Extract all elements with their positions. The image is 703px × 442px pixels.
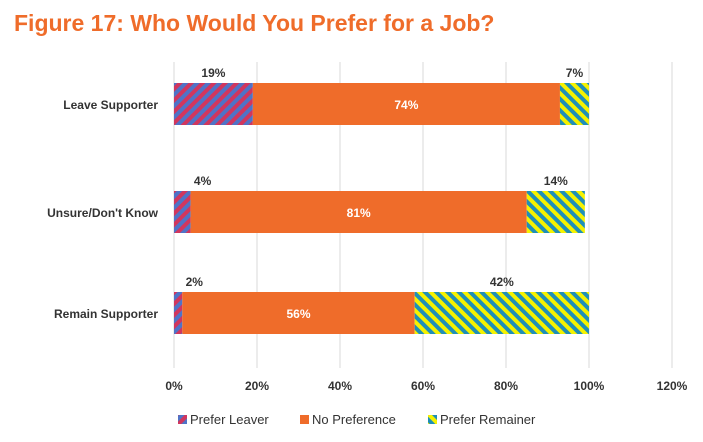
x-axis-tick-labels: 0% 20% 40% 60% 80% 100% 120%: [165, 379, 687, 393]
data-label-prefer-leaver: 19%: [201, 66, 225, 80]
data-label-prefer-leaver: 2%: [186, 275, 204, 289]
category-label: Unsure/Don't Know: [47, 206, 159, 220]
data-label-prefer-remainer: 7%: [566, 66, 584, 80]
legend-label: Prefer Remainer: [440, 412, 536, 427]
bar-no-preference-unsure-don-t-know: [190, 191, 527, 233]
legend-swatch: [300, 415, 309, 424]
category-label: Leave Supporter: [63, 98, 158, 112]
legend-swatch: [178, 415, 187, 424]
bar-prefer-leaver-remain-supporter: [174, 292, 183, 334]
data-label-prefer-remainer: 42%: [490, 275, 514, 289]
category-label: Remain Supporter: [54, 307, 158, 321]
legend-item-prefer-remainer: Prefer Remainer: [428, 412, 536, 427]
data-label-no-preference: 56%: [286, 307, 310, 321]
bar-prefer-remainer-leave-supporter: [559, 83, 589, 125]
legend-item-no-preference: No Preference: [300, 412, 396, 427]
bar-prefer-leaver-leave-supporter: [174, 83, 253, 125]
bar-no-preference-leave-supporter: [252, 83, 560, 125]
data-label-no-preference: 81%: [347, 206, 371, 220]
data-labels: 19% 74% 7% 4% 81% 14% 2% 56% 42%: [186, 66, 584, 321]
x-tick-label: 120%: [657, 379, 688, 393]
x-tick-label: 40%: [328, 379, 352, 393]
legend-item-prefer-leaver: Prefer Leaver: [178, 412, 269, 427]
bars: [174, 83, 589, 334]
category-labels: Leave Supporter Unsure/Don't Know Remain S…: [47, 98, 159, 321]
bar-prefer-remainer-remain-supporter: [414, 292, 589, 334]
bar-no-preference-remain-supporter: [182, 292, 415, 334]
legend: Prefer Leaver No Preference Prefer Remaine…: [178, 412, 536, 427]
legend-label: No Preference: [312, 412, 396, 427]
bar-prefer-remainer-unsure-don-t-know: [526, 191, 585, 233]
x-tick-label: 60%: [411, 379, 435, 393]
x-tick-label: 100%: [574, 379, 605, 393]
legend-swatch: [428, 415, 437, 424]
data-label-prefer-leaver: 4%: [194, 174, 212, 188]
x-tick-label: 80%: [494, 379, 518, 393]
data-label-no-preference: 74%: [394, 98, 418, 112]
legend-label: Prefer Leaver: [190, 412, 269, 427]
figure-title: Figure 17: Who Would You Prefer for a Jo…: [14, 10, 495, 36]
data-label-prefer-remainer: 14%: [544, 174, 568, 188]
x-tick-label: 0%: [165, 379, 183, 393]
bar-prefer-leaver-unsure-don-t-know: [174, 191, 191, 233]
x-tick-label: 20%: [245, 379, 269, 393]
